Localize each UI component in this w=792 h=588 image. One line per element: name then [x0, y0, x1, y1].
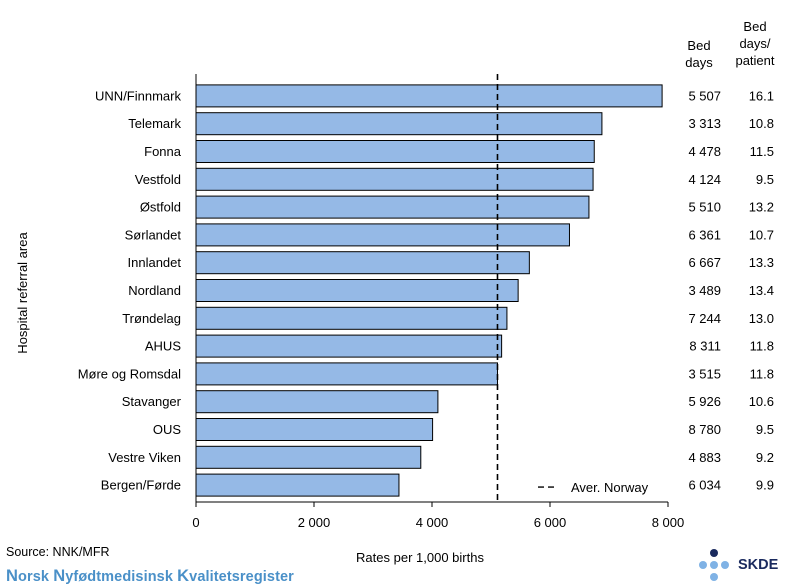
bed-days-header-line2: days [685, 55, 713, 70]
bed-days-value: 3 515 [688, 366, 721, 381]
category-label: Telemark [128, 116, 181, 131]
x-tick-label: 4 000 [416, 515, 449, 530]
per-patient-header-line2: days/ [739, 36, 771, 51]
bed-days-per-patient-header: Bed days/ patient [724, 18, 786, 69]
bed-days-per-patient-value: 16.1 [749, 88, 774, 103]
category-label: Vestre Viken [108, 450, 181, 465]
y-axis-title: Hospital referral area [15, 232, 30, 354]
bed-days-per-patient-value: 13.2 [749, 200, 774, 215]
skde-logo-text: SKDE [738, 557, 779, 573]
bar [195, 279, 519, 302]
category-label: OUS [153, 422, 182, 437]
category-label: Østfold [140, 200, 181, 215]
bar [195, 84, 663, 108]
bar [195, 473, 400, 497]
bar [195, 418, 434, 441]
bed-days-per-patient-value: 9.5 [756, 172, 774, 187]
bar [195, 167, 594, 191]
per-patient-header-line1: Bed [743, 19, 767, 34]
legend-label: Aver. Norway [571, 480, 649, 495]
brand-part: K [177, 567, 190, 585]
bed-days-value: 4 478 [688, 144, 721, 159]
bed-days-value: 8 311 [689, 339, 721, 354]
bed-days-value: 4 883 [688, 450, 721, 465]
bar [195, 112, 603, 136]
bed-days-header-line1: Bed [687, 38, 711, 53]
bar [195, 334, 503, 358]
category-label: Sørlandet [125, 227, 182, 242]
bed-days-value: 7 244 [688, 311, 721, 326]
bed-days-value: 5 926 [688, 394, 721, 409]
bar [195, 390, 439, 414]
x-tick-label: 2 000 [298, 515, 331, 530]
bed-days-per-patient-value: 11.8 [750, 366, 774, 381]
bed-days-per-patient-value: 9.5 [756, 422, 774, 437]
source-note: Source: NNK/MFR [6, 545, 110, 559]
bed-days-value: 3 489 [688, 283, 721, 298]
category-label: AHUS [145, 339, 181, 354]
bed-days-per-patient-value: 9.2 [756, 450, 774, 465]
category-label: Møre og Romsdal [78, 366, 181, 381]
category-label: Trøndelag [122, 311, 181, 326]
bar [195, 140, 595, 163]
category-label: Fonna [144, 144, 182, 159]
bed-days-per-patient-value: 13.4 [749, 283, 774, 298]
bed-days-value: 6 361 [688, 227, 721, 242]
bed-days-per-patient-value: 11.5 [750, 144, 774, 159]
x-tick-label: 6 000 [534, 515, 567, 530]
category-label: Innlandet [128, 255, 182, 270]
x-axis-title: Rates per 1,000 births [356, 550, 484, 565]
category-label: Nordland [128, 283, 181, 298]
brand-part: valitetsregister [189, 569, 294, 585]
bed-days-value: 6 667 [688, 255, 721, 270]
bed-days-per-patient-value: 10.7 [749, 227, 774, 242]
bed-days-per-patient-value: 10.8 [749, 116, 774, 131]
bar [195, 362, 498, 386]
bar [195, 251, 530, 275]
bed-days-per-patient-value: 13.0 [749, 311, 774, 326]
registry-brand: Norsk Nyfødtmedisinsk Kvalitetsregister [6, 567, 294, 586]
brand-part: N [6, 567, 19, 585]
category-label: Stavanger [122, 394, 182, 409]
bed-days-value: 4 124 [688, 172, 721, 187]
brand-part: yfødtmedisinsk [65, 569, 178, 585]
bar [195, 195, 590, 219]
bed-days-value: 8 780 [688, 422, 721, 437]
category-label: Vestfold [135, 172, 181, 187]
category-label: UNN/Finnmark [95, 88, 181, 103]
x-tick-label: 8 000 [652, 515, 685, 530]
bed-days-per-patient-value: 11.8 [750, 339, 774, 354]
bed-days-value: 5 510 [688, 200, 721, 215]
bed-days-per-patient-value: 13.3 [749, 255, 774, 270]
bed-days-per-patient-value: 10.6 [749, 394, 774, 409]
bed-days-per-patient-value: 9.9 [756, 478, 774, 493]
bed-days-value: 5 507 [688, 88, 721, 103]
category-label: Bergen/Førde [101, 478, 181, 493]
bar [195, 223, 570, 247]
x-tick-label: 0 [192, 515, 199, 530]
bed-days-value: 3 313 [688, 116, 721, 131]
bed-days-header: Bed days [674, 37, 724, 71]
brand-part: orsk [18, 569, 54, 585]
bar [195, 306, 508, 330]
skde-logo-icon [699, 549, 729, 581]
bed-days-value: 6 034 [688, 478, 721, 493]
brand-part: N [53, 567, 66, 585]
per-patient-header-line3: patient [735, 53, 775, 68]
bar [195, 445, 422, 469]
